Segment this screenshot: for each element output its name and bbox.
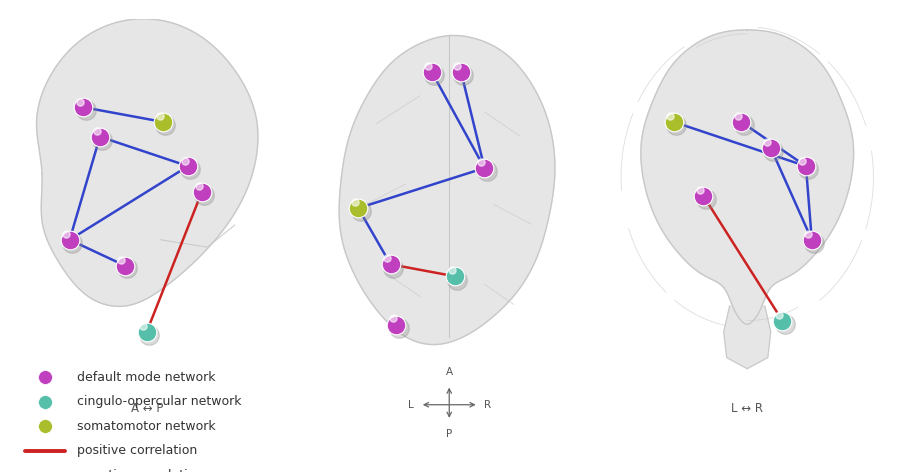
Point [136,322,151,330]
Point [456,71,470,79]
Point [62,236,77,244]
Point [798,162,813,170]
Point [765,147,779,154]
Point [195,188,209,196]
Point [424,68,438,76]
Point [476,164,491,172]
Text: L ↔ R: L ↔ R [731,402,762,415]
Point [450,62,465,69]
Point [771,312,786,319]
Point [666,118,680,126]
Point [197,191,211,199]
Point [454,68,468,76]
Point [697,195,712,202]
Point [93,133,107,141]
Point [450,276,465,283]
Polygon shape [339,35,555,345]
Point [692,186,706,194]
Point [447,272,462,280]
Point [759,138,774,146]
Point [795,157,809,164]
Point [730,113,744,120]
Point [474,158,488,166]
Point [763,144,778,152]
Point [389,321,403,329]
Point [804,236,818,244]
Point [733,118,748,126]
Point [38,373,52,381]
Text: positive correlation: positive correlation [77,444,197,457]
Point [774,317,788,325]
Point [736,121,750,129]
Point [444,267,458,274]
Point [695,192,710,199]
Text: somatomotor network: somatomotor network [77,420,216,433]
Point [38,422,52,430]
Point [385,264,400,271]
Point [806,239,821,246]
Point [156,118,170,126]
Text: R: R [483,400,491,410]
Point [78,106,93,114]
Point [385,315,400,322]
Point [89,127,104,135]
Point [380,254,394,262]
Point [479,168,493,175]
Text: cingulo-opercular network: cingulo-opercular network [77,395,241,408]
Point [382,261,397,268]
Point [668,121,683,129]
Point [800,230,815,238]
Point [117,262,132,270]
Point [73,98,87,106]
Point [178,157,192,164]
Polygon shape [640,30,852,324]
Point [180,162,195,170]
Text: negative correlation: negative correlation [77,469,203,472]
Text: default mode network: default mode network [77,371,215,384]
Point [38,398,52,405]
Point [95,136,109,143]
Point [391,324,406,331]
Point [351,204,365,212]
Polygon shape [723,306,770,369]
Point [158,121,172,129]
Point [152,113,167,120]
Text: P: P [446,429,452,439]
Point [191,183,206,190]
Text: A ↔ P: A ↔ P [131,402,162,415]
Text: A: A [446,367,452,377]
Point [347,198,362,206]
Point [662,113,676,120]
Text: L: L [408,400,413,410]
Point [140,328,154,336]
Point [427,71,441,79]
Point [65,239,79,246]
Point [183,165,198,173]
Point [800,165,815,173]
Point [420,62,435,69]
Point [777,320,791,328]
Polygon shape [36,19,258,306]
Point [59,230,73,238]
Point [114,256,128,264]
Point [353,208,367,215]
Point [120,265,134,272]
Point [142,331,156,338]
Point [76,103,90,111]
